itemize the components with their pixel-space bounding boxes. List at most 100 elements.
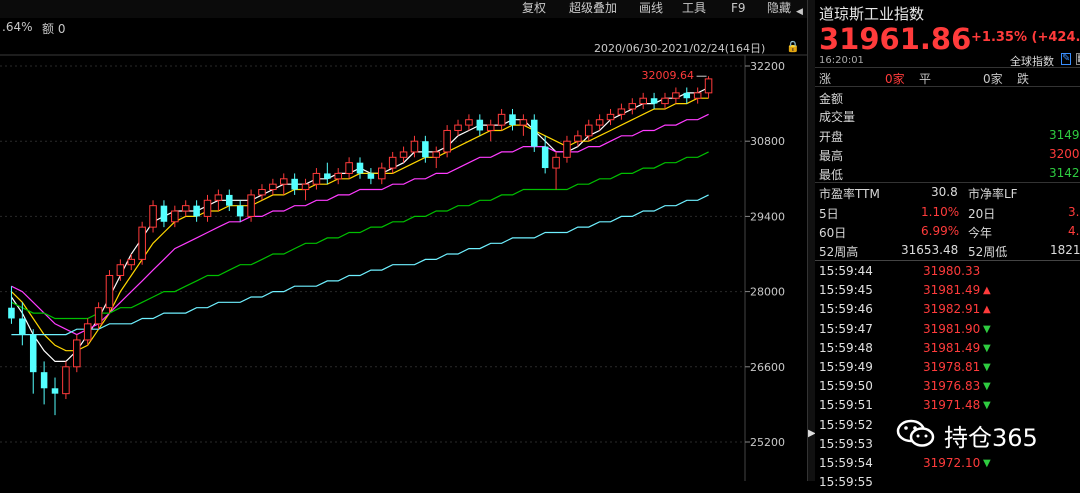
stat-amount-label: 金额	[819, 92, 844, 106]
arrow-down-icon: ▼	[983, 342, 991, 354]
tick-row: 15:59:48 31981.49 ▼	[815, 341, 1080, 359]
arrow-up-icon: ▲	[983, 304, 991, 316]
arrow-down-icon: ▼	[983, 362, 991, 373]
date-range-label[interactable]: 2020/06/30-2021/02/24(164日)	[594, 42, 766, 55]
ma-line-3	[11, 113, 709, 336]
stat-high-value: 3200	[1049, 147, 1080, 161]
candle-body	[138, 226, 146, 260]
candle-body	[312, 172, 321, 185]
candle-body	[226, 194, 233, 206]
tick-time: 15:59:55	[819, 475, 873, 490]
candle-body	[105, 274, 114, 309]
perf-20d-label: 20日	[968, 207, 996, 221]
grid-icon[interactable]: ▦	[1076, 53, 1080, 65]
candle-body	[116, 264, 125, 276]
candle-body	[595, 119, 604, 126]
tick-time: 15:59:44	[819, 264, 873, 278]
arrow-down-icon: ▼	[983, 381, 991, 393]
stat-open-label: 开盘	[819, 130, 844, 144]
tick-time: 15:59:48	[819, 340, 873, 355]
candle-body	[432, 151, 441, 158]
tick-time: 15:59:51	[819, 398, 873, 413]
tick-row: 15:59:49 31978.81 ▼	[815, 360, 1080, 378]
menu-draw-line[interactable]: 画线	[639, 1, 664, 15]
perf-ytd-label: 今年	[968, 226, 993, 240]
candle-body	[345, 162, 353, 174]
week52-low-label: 52周低	[968, 245, 1008, 259]
tick-time: 15:59:52	[819, 417, 873, 432]
pb-label: 市净率LF	[968, 187, 1018, 201]
menu-tools[interactable]: 工具	[682, 1, 707, 15]
candle-body	[399, 151, 408, 158]
region-label[interactable]: 全球指数	[1010, 55, 1054, 68]
quote-panel: 道琼斯工业指数 31961.86 +1.35% (+424. 16:20:01 …	[815, 0, 1080, 489]
menu-hide[interactable]: 隐藏	[767, 1, 792, 15]
stat-volume-label: 成交量	[819, 110, 856, 124]
candle-body	[171, 210, 179, 223]
candle-body	[160, 205, 168, 222]
price-chart[interactable]: 32200 30800 29400 28000 26600 25200 32009.64	[0, 0, 807, 481]
arrow-down-icon: ▼	[983, 323, 991, 335]
stat-high-label: 最高	[819, 149, 844, 163]
collapse-arrow-icon[interactable]: ◀	[796, 7, 803, 17]
candle-body	[617, 108, 626, 115]
candle-body	[661, 97, 669, 105]
axis-tick-label: 32200	[750, 60, 785, 73]
expand-arrow-icon[interactable]: ▶	[808, 428, 816, 439]
candle-body	[476, 119, 484, 131]
candle-body	[181, 205, 190, 212]
candle-body	[388, 156, 397, 169]
panel-divider[interactable]: ▶	[807, 0, 816, 481]
tick-row: 15:59:44 31980.33	[815, 264, 1080, 282]
menu-f9[interactable]: F9	[731, 1, 746, 15]
axis-tick-label: 25200	[750, 436, 785, 449]
candle-body	[51, 388, 59, 394]
breadth-up-label: 涨	[819, 72, 832, 86]
tick-row: 15:59:54 31972.10 ▼	[815, 456, 1080, 474]
menu-super-overlay[interactable]: 超级叠加	[569, 1, 618, 15]
candle-body	[324, 173, 331, 179]
candle-body	[552, 156, 560, 169]
candle-body	[574, 135, 582, 142]
price-change: +1.35% (+424.	[971, 30, 1080, 45]
tick-row: 15:59:52	[815, 418, 1080, 436]
candle-body	[94, 307, 103, 325]
candle-body	[584, 124, 593, 137]
axis-tick-label: 29400	[750, 210, 785, 223]
perf-5d-label: 5日	[819, 207, 839, 221]
candle-body	[486, 124, 495, 131]
candle-body	[541, 146, 549, 169]
breadth-up-count: 0家	[885, 72, 905, 86]
axis-tick-label: 30800	[750, 135, 785, 148]
breadth-down-label: 跌	[1017, 72, 1030, 86]
chart-grid	[0, 54, 807, 481]
tick-price: 31972.10	[923, 456, 981, 470]
tick-time: 15:59:49	[819, 360, 873, 374]
candle-body	[19, 318, 26, 335]
arrow-down-icon: ▼	[983, 400, 991, 412]
candle-body	[356, 162, 364, 174]
ma-line-5	[11, 194, 709, 336]
candle-body	[628, 103, 637, 110]
chart-toolbar: 复权 超级叠加 画线 工具 F9 隐藏 ◀	[0, 0, 807, 18]
edit-icon[interactable]: ✎	[1061, 53, 1072, 65]
candle-body	[193, 205, 200, 217]
ma-line-1	[10, 86, 709, 362]
candle-body	[279, 178, 288, 185]
tick-time: 15:59:50	[819, 379, 873, 394]
price-axis: 32200 30800 29400 28000 26600 25200	[745, 60, 785, 449]
menu-fuquan[interactable]: 复权	[522, 1, 547, 15]
arrow-up-icon: ▲	[983, 285, 991, 297]
separator-line	[815, 67, 1080, 68]
candle-body	[291, 178, 298, 190]
candle-body	[62, 366, 70, 395]
ma-line-2	[10, 97, 709, 352]
separator-line	[815, 86, 1080, 87]
stat-open-value: 3149	[1049, 128, 1080, 142]
candle-body	[127, 258, 136, 266]
candle-body	[214, 194, 223, 201]
lock-icon[interactable]: 🔒	[786, 40, 800, 53]
ma-line-4	[11, 151, 709, 320]
candle-body	[301, 183, 310, 191]
tick-time: 15:59:45	[819, 283, 873, 298]
